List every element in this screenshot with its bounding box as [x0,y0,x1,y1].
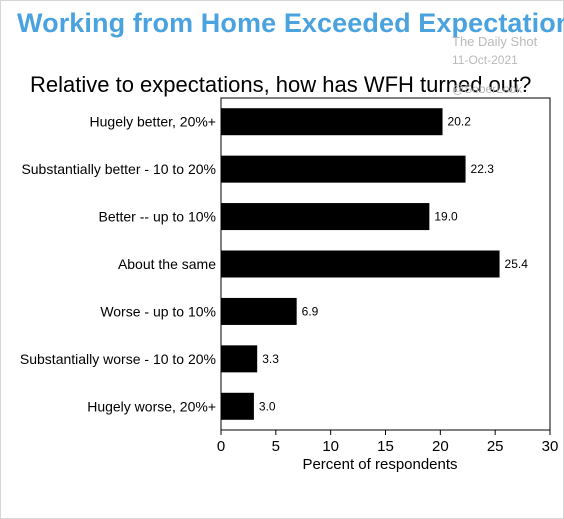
category-label: Worse - up to 10% [100,303,216,319]
bar [221,297,297,325]
x-tick-label: 10 [322,438,339,455]
bar [221,345,258,373]
value-label: 20.2 [448,115,472,129]
bar [221,392,254,420]
value-label: 3.0 [259,399,276,413]
category-label: Substantially worse - 10 to 20% [20,351,216,367]
category-label: About the same [118,256,216,272]
value-label: 25.4 [505,257,529,271]
watermark-handle: @SoberLook [452,82,523,96]
x-tick-label: 0 [217,438,225,455]
x-tick-label: 25 [487,438,504,455]
x-axis-title: Percent of respondents [302,456,458,473]
x-tick-label: 30 [542,438,559,455]
value-label: 3.3 [262,352,279,366]
bar [221,155,466,183]
category-label: Better -- up to 10% [98,209,216,225]
watermark-date: 11-Oct-2021 [452,53,518,67]
x-tick-label: 20 [432,438,449,455]
watermark-source: The Daily Shot [452,34,538,49]
headline: Working from Home Exceeded Expectations [17,8,564,38]
chart-title: Relative to expectations, how has WFH tu… [30,72,532,97]
bar [221,203,430,231]
category-label: Hugely better, 20%+ [90,114,216,130]
bar [221,250,500,278]
value-label: 22.3 [471,162,495,176]
x-tick-label: 15 [377,438,394,455]
x-tick-label: 5 [272,438,280,455]
value-label: 19.0 [434,210,458,224]
category-label: Hugely worse, 20%+ [87,398,216,414]
bar [221,108,443,136]
category-label: Substantially better - 10 to 20% [21,161,216,177]
value-label: 6.9 [302,304,319,318]
